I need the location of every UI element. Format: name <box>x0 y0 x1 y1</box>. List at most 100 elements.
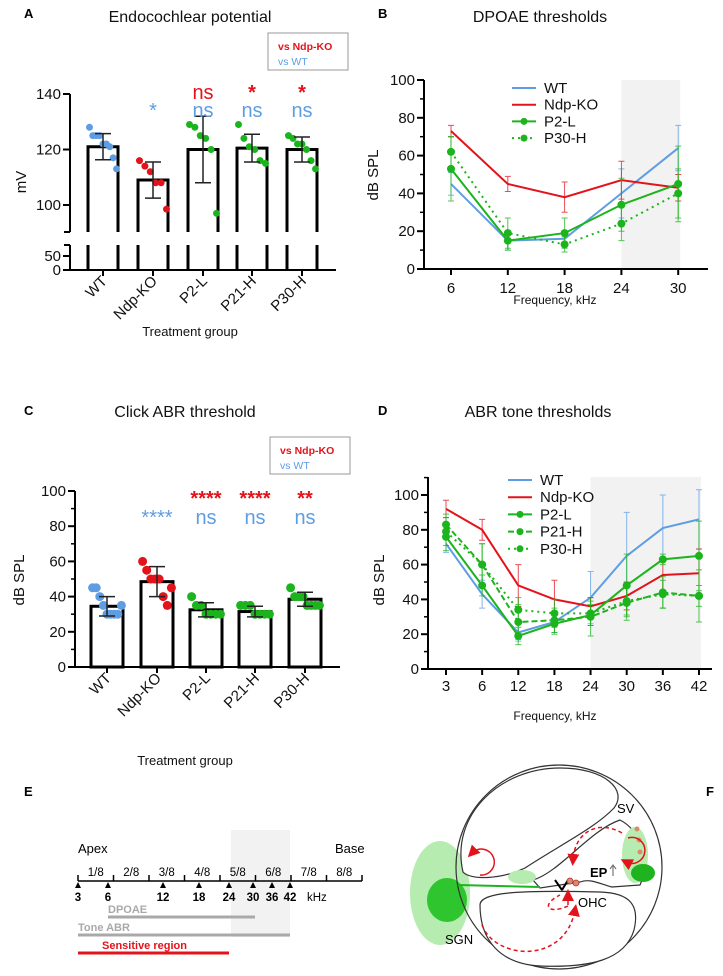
significance-vs-ko: ns <box>192 82 213 104</box>
legend-label: Ndp-KO <box>544 97 598 114</box>
legend-label: P30-H <box>540 541 583 558</box>
data-point <box>213 209 220 217</box>
dashed-arrow-icon <box>567 826 623 866</box>
series-line <box>445 518 700 634</box>
legend-label: P2-L <box>544 113 576 130</box>
data-point <box>514 605 523 614</box>
data-point <box>503 229 512 238</box>
legend-marker <box>516 545 524 553</box>
data-point <box>694 551 703 560</box>
x-tick-label: 36 <box>654 678 671 695</box>
cell <box>634 826 640 832</box>
y-tick-label: 20 <box>402 626 419 643</box>
x-tick-label: 6 <box>478 678 486 695</box>
x-tick-label: WT <box>86 670 115 699</box>
bar-lower-segment <box>186 245 220 270</box>
y-tick-label: 140 <box>36 86 61 103</box>
error-bar <box>145 161 161 199</box>
x-tick-label: P30-H <box>268 273 310 315</box>
data-point <box>312 165 319 173</box>
chart-title: Click ABR threshold <box>114 404 255 421</box>
x-tick-label: P2-L <box>176 273 210 307</box>
dpoae-range-label: DPOAE <box>108 904 147 916</box>
data-point <box>157 179 165 187</box>
data-point <box>196 132 204 140</box>
data-point <box>186 121 193 129</box>
data-point <box>113 165 120 173</box>
significance-vs-wt: ns <box>291 100 312 122</box>
data-point <box>694 591 703 600</box>
y-tick-label: 60 <box>398 148 415 165</box>
segment-label: 7/8 <box>301 867 317 879</box>
tone-abr-range-label: Tone ABR <box>78 922 130 934</box>
data-point <box>286 583 296 593</box>
sgn-cells <box>427 878 467 922</box>
y-tick-label: 50 <box>44 248 61 265</box>
error-bar <box>99 595 115 617</box>
frequency-marker-icon <box>287 882 293 888</box>
y-tick-label: 20 <box>49 624 66 641</box>
data-point <box>116 600 126 610</box>
legend-vs-ko: vs Ndp-KO <box>278 41 332 53</box>
y-tick-label: 0 <box>411 661 419 678</box>
segment-label: 5/8 <box>230 867 246 879</box>
circular-arrow-icon <box>620 836 646 871</box>
frequency-marker-icon <box>160 882 166 888</box>
nerve-fibers <box>457 884 541 888</box>
legend-vs-ko: vs Ndp-KO <box>280 445 334 457</box>
sv-label: SV <box>617 801 635 816</box>
y-axis-label: dB SPL <box>11 555 28 606</box>
panel-label-b: B <box>378 6 387 21</box>
bar-lower-segment <box>235 245 269 270</box>
y-tick-label: 20 <box>398 223 415 240</box>
y-axis-label: mV <box>13 171 30 194</box>
data-point <box>560 229 569 238</box>
data-point <box>658 590 667 599</box>
legend-box <box>267 32 349 71</box>
x-tick-label: P30-H <box>271 670 313 712</box>
data-point <box>146 168 154 176</box>
significance-vs-wt: ns <box>192 100 213 122</box>
data-point <box>245 143 253 151</box>
frequency-label: 24 <box>223 892 236 904</box>
panel-label-a: A <box>24 6 34 21</box>
red-arrows <box>467 826 646 953</box>
y-tick-label: 80 <box>49 518 66 535</box>
data-point <box>142 565 152 575</box>
series-line <box>445 523 700 624</box>
data-point <box>314 600 324 610</box>
frequency-label: 12 <box>157 892 170 904</box>
x-tick-label: Ndp-KO <box>114 670 164 720</box>
shaded-frequency-range <box>621 80 681 269</box>
sgn-label: SGN <box>445 932 473 947</box>
panel-f-cochlea-diagram: SV EP OHC SGN <box>410 764 663 970</box>
x-tick-label: WT <box>82 273 111 302</box>
y-tick-label: 80 <box>398 110 415 127</box>
data-point <box>264 609 274 619</box>
up-arrow-icon <box>609 864 617 876</box>
data-point <box>106 143 114 151</box>
cochlea-outline <box>455 764 663 970</box>
data-point <box>191 123 199 131</box>
panel-label-f: F <box>706 784 714 799</box>
x-tick-label: 3 <box>442 678 450 695</box>
data-point <box>298 592 308 602</box>
frequency-marker-icon <box>196 882 202 888</box>
significance-vs-wt: ns <box>294 507 315 529</box>
error-bar <box>95 132 111 161</box>
x-tick-label: 42 <box>691 678 708 695</box>
data-point <box>262 159 269 167</box>
data-point <box>187 592 197 602</box>
significance-vs-ko: **** <box>190 488 221 510</box>
frequency-label: 3 <box>75 892 81 904</box>
significance-vs-ko: * <box>248 82 256 104</box>
legend-marker <box>516 510 524 518</box>
significance-vs-wt: * <box>149 100 157 122</box>
x-tick-label: P21-H <box>218 273 260 315</box>
y-axis-label: dB SPL <box>365 150 382 201</box>
data-point <box>586 609 595 618</box>
frequency-label: 36 <box>266 892 279 904</box>
segment-label: 4/8 <box>194 867 210 879</box>
series-line <box>450 130 679 199</box>
